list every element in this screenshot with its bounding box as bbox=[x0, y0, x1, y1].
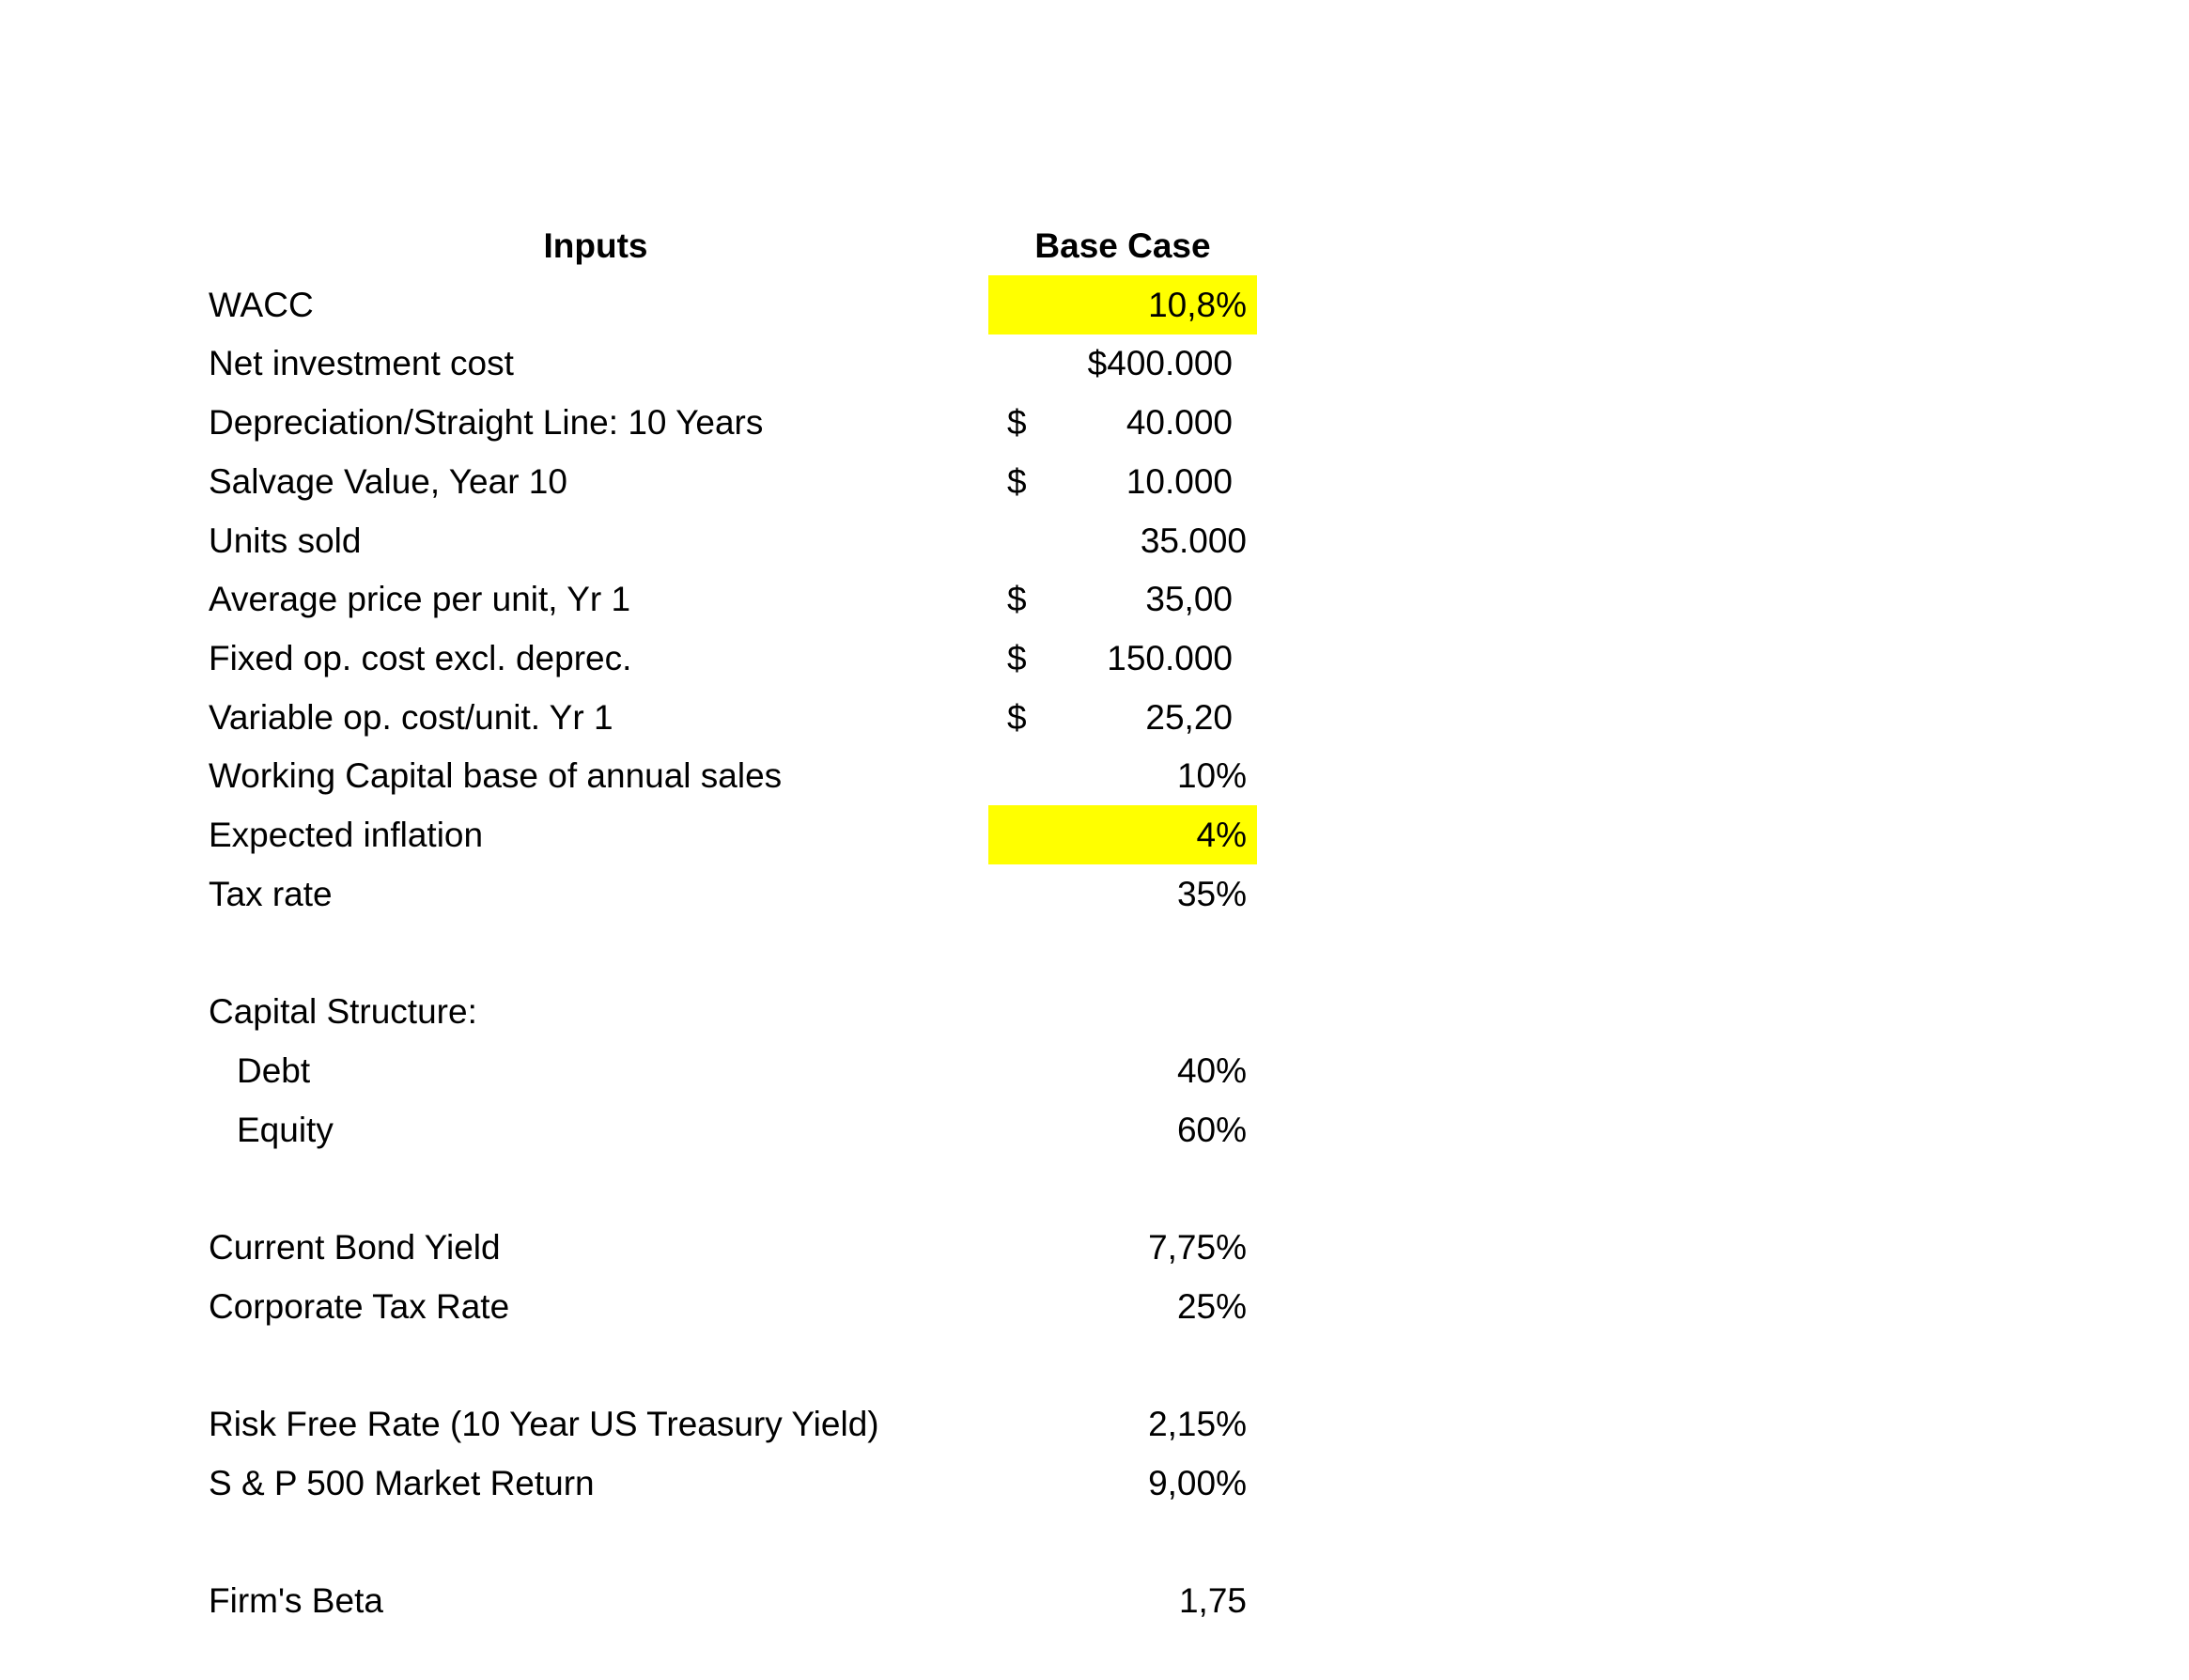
row-label: Fixed op. cost excl. deprec. bbox=[209, 638, 632, 677]
value-cell[interactable]: $10.000 bbox=[988, 452, 1257, 511]
value-cell[interactable]: 35% bbox=[988, 864, 1257, 924]
row-label: Average price per unit, Yr 1 bbox=[209, 580, 631, 619]
value-cell[interactable]: $150.000 bbox=[988, 629, 1257, 688]
header-row: Inputs Base Case bbox=[0, 216, 2189, 275]
table-row: Current Bond Yield 7,75% bbox=[0, 1218, 2189, 1277]
table-row: Salvage Value, Year 10 $10.000 bbox=[0, 452, 2189, 511]
table-row: Fixed op. cost excl. deprec. $150.000 bbox=[0, 629, 2189, 688]
value-cell[interactable]: 2,15% bbox=[988, 1394, 1257, 1454]
row-value: 60% bbox=[1176, 1110, 1247, 1149]
currency-symbol: $ bbox=[1007, 461, 1027, 501]
value-cell[interactable]: $25,20 bbox=[988, 688, 1257, 747]
row-label: Variable op. cost/unit. Yr 1 bbox=[209, 697, 613, 737]
row-value: 40.000 bbox=[1126, 403, 1233, 443]
row-value: 7,75% bbox=[1148, 1227, 1247, 1267]
row-value: 150.000 bbox=[1107, 638, 1233, 677]
row-value: 4% bbox=[1196, 816, 1247, 854]
row-label: WACC bbox=[209, 285, 314, 324]
row-value: 35,00 bbox=[1145, 580, 1233, 619]
value-cell[interactable]: 10,8% bbox=[988, 274, 1257, 334]
row-value: 10.000 bbox=[1126, 461, 1233, 501]
row-value: 10% bbox=[1176, 756, 1247, 796]
row-value: 10,8% bbox=[1148, 285, 1247, 324]
table-row: Expected inflation 4% bbox=[0, 805, 2189, 864]
currency-symbol: $ bbox=[1007, 638, 1027, 677]
table-row: Corporate Tax Rate 25% bbox=[0, 1277, 2189, 1336]
value-cell[interactable]: 1,75 bbox=[988, 1571, 1257, 1630]
row-label: Risk Free Rate (10 Year US Treasury Yiel… bbox=[209, 1405, 879, 1443]
row-value: 1,75 bbox=[1178, 1581, 1247, 1621]
currency-symbol: $ bbox=[1007, 580, 1027, 619]
table-row: Firm's Beta 1,75 bbox=[0, 1571, 2189, 1630]
row-value: 9,00% bbox=[1148, 1463, 1247, 1502]
row-label: Salvage Value, Year 10 bbox=[209, 461, 567, 501]
currency-symbol: $ bbox=[1007, 697, 1027, 737]
row-label: Net investment cost bbox=[209, 344, 514, 383]
row-value: 2,15% bbox=[1148, 1405, 1247, 1443]
inputs-header: Inputs bbox=[543, 226, 648, 265]
row-value: 35% bbox=[1176, 874, 1247, 913]
value-cell[interactable]: $400.000 bbox=[988, 334, 1257, 393]
row-label: Depreciation/Straight Line: 10 Years bbox=[209, 403, 764, 443]
row-value: $400.000 bbox=[1087, 344, 1233, 383]
row-value: 35.000 bbox=[1140, 521, 1247, 560]
row-value: 25% bbox=[1176, 1286, 1247, 1326]
table-row: S & P 500 Market Return 9,00% bbox=[0, 1454, 2189, 1513]
table-row: Net investment cost $400.000 bbox=[0, 334, 2189, 393]
value-cell[interactable]: 9,00% bbox=[988, 1454, 1257, 1513]
value-cell[interactable]: 7,75% bbox=[988, 1218, 1257, 1277]
table-row: Equity 60% bbox=[0, 1100, 2189, 1159]
table-row: Variable op. cost/unit. Yr 1 $25,20 bbox=[0, 688, 2189, 747]
value-cell[interactable]: $35,00 bbox=[988, 569, 1257, 629]
row-value: 40% bbox=[1176, 1050, 1247, 1090]
table-row: Depreciation/Straight Line: 10 Years $40.… bbox=[0, 393, 2189, 452]
row-label: Equity bbox=[237, 1110, 334, 1149]
row-value: 25,20 bbox=[1145, 697, 1233, 737]
value-cell[interactable]: 35.000 bbox=[988, 511, 1257, 570]
table-row: Tax rate 35% bbox=[0, 864, 2189, 924]
row-label: Expected inflation bbox=[209, 816, 484, 854]
row-label: Debt bbox=[237, 1050, 311, 1090]
table-row: WACC 10,8% bbox=[0, 274, 2189, 334]
row-label: Capital Structure: bbox=[209, 992, 477, 1032]
row-label: Current Bond Yield bbox=[209, 1227, 501, 1267]
table-row: Working Capital base of annual sales 10% bbox=[0, 746, 2189, 805]
table-row: Debt 40% bbox=[0, 1041, 2189, 1100]
currency-symbol: $ bbox=[1007, 403, 1027, 443]
row-label: S & P 500 Market Return bbox=[209, 1463, 595, 1502]
table-row: Units sold 35.000 bbox=[0, 511, 2189, 570]
row-label: Firm's Beta bbox=[209, 1581, 383, 1621]
value-cell[interactable]: $40.000 bbox=[988, 393, 1257, 452]
value-cell[interactable]: 4% bbox=[988, 805, 1257, 864]
value-cell[interactable]: 60% bbox=[988, 1100, 1257, 1159]
value-cell[interactable]: 10% bbox=[988, 746, 1257, 805]
table-row: Risk Free Rate (10 Year US Treasury Yiel… bbox=[0, 1394, 2189, 1454]
row-label: Units sold bbox=[209, 521, 362, 560]
table-row: Capital Structure: bbox=[0, 982, 2189, 1041]
table-row: Average price per unit, Yr 1 $35,00 bbox=[0, 569, 2189, 629]
value-cell[interactable]: 25% bbox=[988, 1277, 1257, 1336]
row-label: Tax rate bbox=[209, 874, 333, 913]
row-label: Corporate Tax Rate bbox=[209, 1286, 510, 1326]
value-cell[interactable]: 40% bbox=[988, 1041, 1257, 1100]
base-case-header: Base Case bbox=[1034, 226, 1211, 265]
row-label: Working Capital base of annual sales bbox=[209, 756, 783, 796]
